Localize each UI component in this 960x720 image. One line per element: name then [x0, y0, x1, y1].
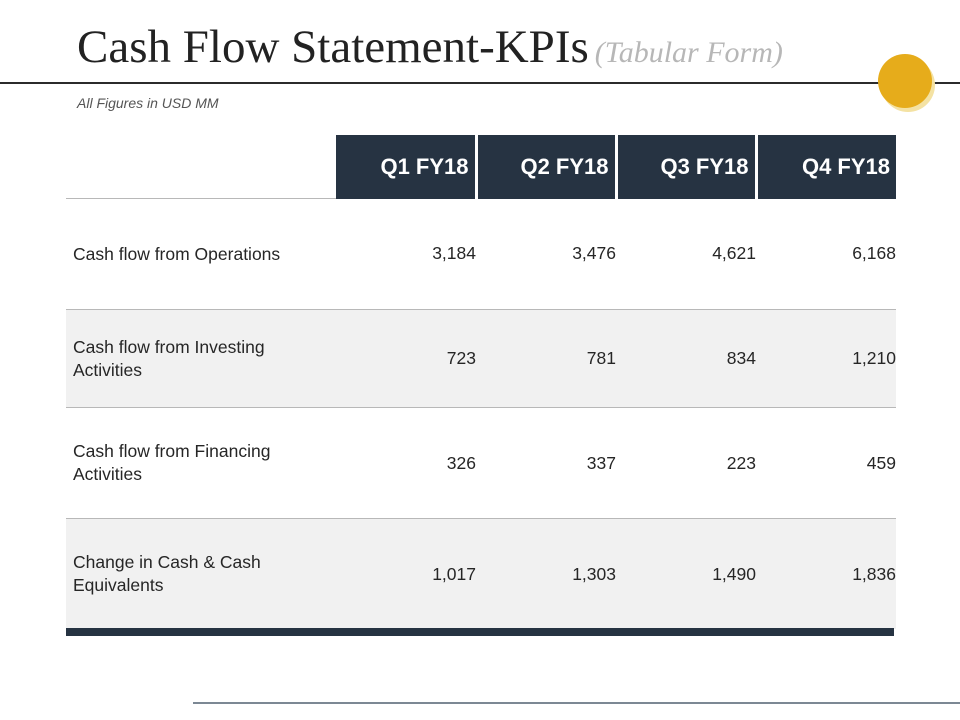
- slide-title-main: Cash Flow Statement-KPIs: [77, 21, 589, 73]
- value-cell: 3,476: [476, 198, 616, 310]
- accent-circle: [878, 54, 932, 108]
- table-bottom-bar: [66, 628, 894, 636]
- value-cell: 223: [616, 407, 756, 519]
- value-cell: 1,017: [336, 518, 476, 629]
- row-label: Cash flow from Operations: [66, 198, 336, 310]
- value-cell: 834: [616, 309, 756, 408]
- value-cell: 1,490: [616, 518, 756, 629]
- value-cell: 1,303: [476, 518, 616, 629]
- title-divider: [0, 82, 960, 84]
- row-label: Cash flow from Investing Activities: [66, 309, 336, 408]
- cash-flow-kpi-table: Q1 FY18 Q2 FY18 Q3 FY18 Q4 FY18 Cash flo…: [66, 135, 896, 629]
- value-cell: 781: [476, 309, 616, 408]
- value-cell: 4,621: [616, 198, 756, 310]
- header-corner-cell: [66, 135, 336, 199]
- header-q3: Q3 FY18: [614, 135, 756, 199]
- value-cell: 723: [336, 309, 476, 408]
- table-row: Cash flow from Financing Activities 326 …: [66, 407, 896, 519]
- value-cell: 1,836: [756, 518, 896, 629]
- table-row: Cash flow from Operations 3,184 3,476 4,…: [66, 198, 896, 310]
- value-cell: 6,168: [756, 198, 896, 310]
- value-cell: 3,184: [336, 198, 476, 310]
- value-cell: 459: [756, 407, 896, 519]
- footer-divider: [193, 702, 960, 704]
- header-q1: Q1 FY18: [336, 135, 476, 199]
- table-row: Change in Cash & Cash Equivalents 1,017 …: [66, 518, 896, 629]
- row-label: Change in Cash & Cash Equivalents: [66, 518, 336, 629]
- table-header-row: Q1 FY18 Q2 FY18 Q3 FY18 Q4 FY18: [66, 135, 896, 199]
- value-cell: 337: [476, 407, 616, 519]
- row-label: Cash flow from Financing Activities: [66, 407, 336, 519]
- slide-title: Cash Flow Statement-KPIs (Tabular Form): [77, 18, 783, 82]
- header-q4: Q4 FY18: [754, 135, 896, 199]
- header-q2: Q2 FY18: [474, 135, 616, 199]
- slide-title-suffix: (Tabular Form): [594, 36, 783, 69]
- table-row: Cash flow from Investing Activities 723 …: [66, 309, 896, 408]
- units-note: All Figures in USD MM: [77, 95, 219, 111]
- value-cell: 1,210: [756, 309, 896, 408]
- value-cell: 326: [336, 407, 476, 519]
